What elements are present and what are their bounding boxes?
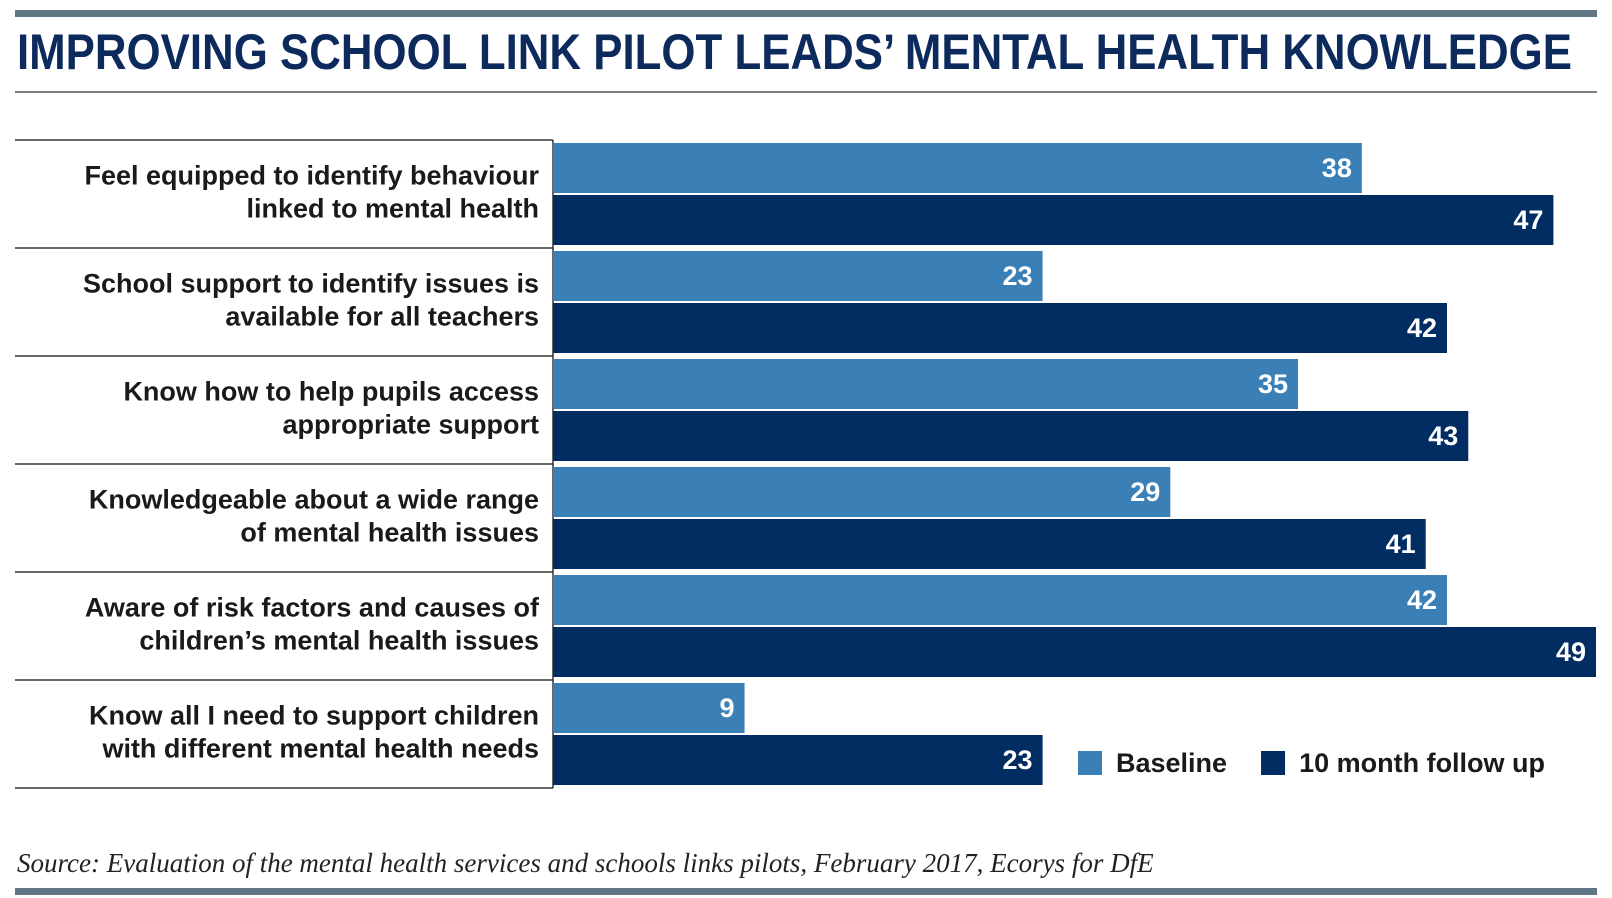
legend-label: Baseline xyxy=(1116,748,1227,778)
legend-swatch xyxy=(1261,751,1286,775)
bar xyxy=(553,195,1554,245)
category-label: Knowledgeable about a wide range of menta… xyxy=(89,485,539,548)
value-label: 29 xyxy=(1130,477,1160,507)
category-line: available for all teachers xyxy=(225,302,539,332)
value-label: 43 xyxy=(1428,421,1458,451)
bottom-rule xyxy=(15,888,1597,895)
value-label: 38 xyxy=(1322,153,1352,183)
category-line: appropriate support xyxy=(282,410,539,440)
value-label: 23 xyxy=(1003,745,1033,775)
category-line: Knowledgeable about a wide range xyxy=(89,485,539,515)
category-line: with different mental health needs xyxy=(101,734,539,764)
category-line: School support to identify issues is xyxy=(83,269,539,299)
value-label: 9 xyxy=(720,693,735,723)
category-label: Aware of risk factors and causes of child… xyxy=(85,593,540,656)
legend-label: 10 month follow up xyxy=(1299,748,1545,778)
category-line: linked to mental health xyxy=(246,194,539,224)
source: Source: Evaluation of the mental health … xyxy=(17,848,1154,878)
bar xyxy=(553,735,1043,785)
value-label: 41 xyxy=(1386,529,1416,559)
bar xyxy=(553,683,745,733)
bar xyxy=(553,359,1298,409)
value-label: 49 xyxy=(1556,637,1586,667)
category-label: School support to identify issues is avai… xyxy=(83,269,539,332)
category-line: of mental health issues xyxy=(240,518,539,548)
category-line: Know all I need to support children xyxy=(89,701,539,731)
bar xyxy=(553,303,1447,353)
category-line: Know how to help pupils access xyxy=(123,377,539,407)
category-label: Know all I need to support children with … xyxy=(89,701,539,764)
value-label: 35 xyxy=(1258,369,1288,399)
category-line: Feel equipped to identify behaviour xyxy=(84,161,539,191)
top-rule xyxy=(15,10,1597,17)
bar xyxy=(553,575,1447,625)
category-label: Know how to help pupils access appropriat… xyxy=(123,377,539,440)
chart-title: IMPROVING SCHOOL LINK PILOT LEADS’ MENTA… xyxy=(17,24,1572,80)
value-label: 42 xyxy=(1407,313,1437,343)
value-label: 42 xyxy=(1407,585,1437,615)
bar xyxy=(553,467,1171,517)
bar xyxy=(553,519,1426,569)
value-label: 47 xyxy=(1513,205,1543,235)
bar xyxy=(553,143,1362,193)
bar xyxy=(553,251,1043,301)
legend-swatch xyxy=(1078,751,1102,775)
category-label: Feel equipped to identify behaviour linke… xyxy=(84,161,539,224)
bar xyxy=(553,627,1596,677)
value-label: 23 xyxy=(1003,261,1033,291)
category-line: Aware of risk factors and causes of xyxy=(85,593,540,623)
bar xyxy=(553,411,1469,461)
category-line: children’s mental health issues xyxy=(139,626,539,656)
